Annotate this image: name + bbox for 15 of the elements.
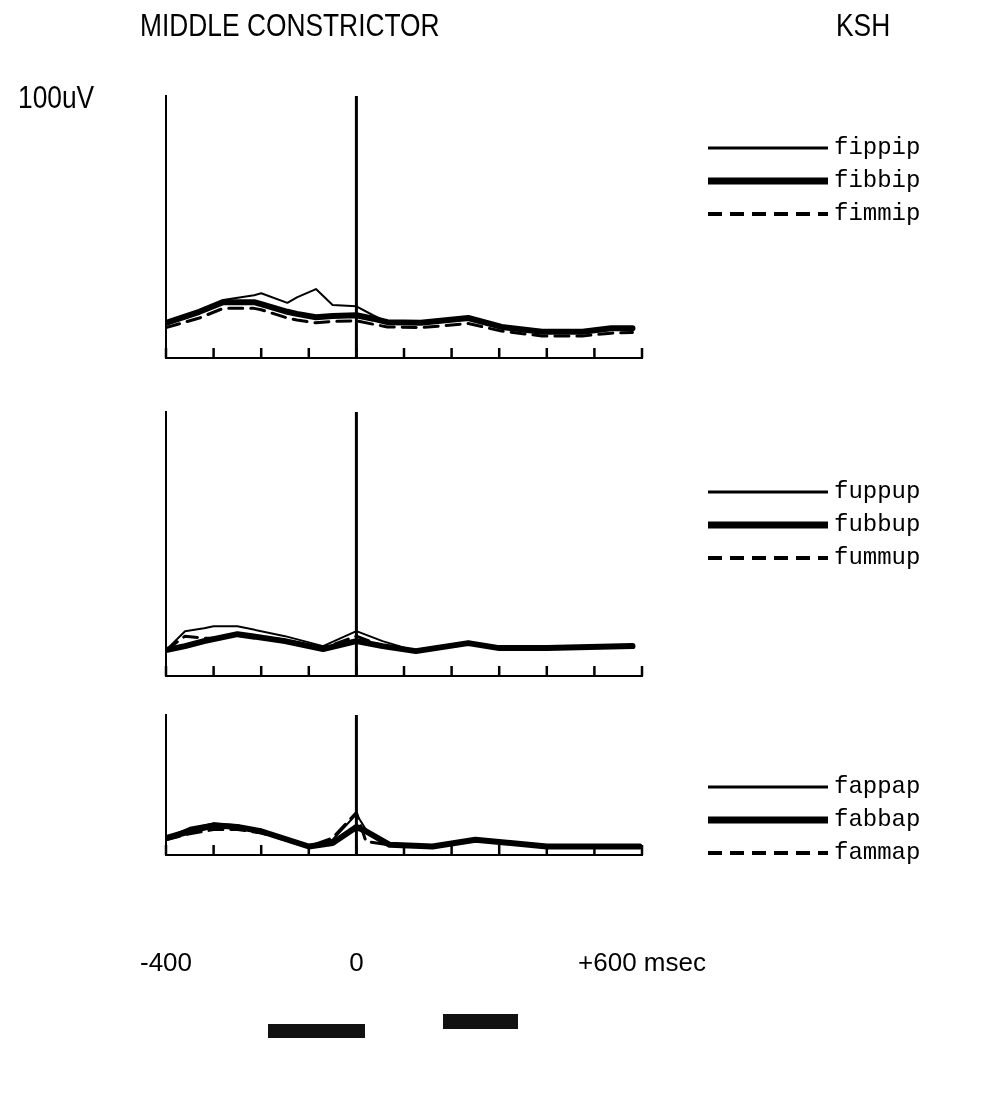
legend-title: KSH bbox=[836, 8, 891, 44]
legend-label: fabbap bbox=[834, 806, 921, 834]
chart-title: MIDDLE CONSTRICTOR bbox=[140, 8, 440, 44]
legend-label: fippip bbox=[834, 134, 921, 162]
legend-label: fibbip bbox=[834, 167, 921, 195]
y-axis-title: 100uV bbox=[18, 80, 95, 116]
x-tick-label: -400 bbox=[139, 946, 193, 977]
x-tick-label: 0 bbox=[349, 946, 364, 977]
legend-label: fammap bbox=[834, 839, 921, 867]
legend-label: fappap bbox=[834, 773, 921, 801]
legend-label: fummup bbox=[834, 544, 921, 572]
legend-label: fuppup bbox=[834, 478, 921, 506]
x-tick-label: +600 msec bbox=[578, 946, 706, 977]
legend-label: fubbup bbox=[834, 511, 921, 539]
legend-label: fimmip bbox=[834, 200, 921, 228]
